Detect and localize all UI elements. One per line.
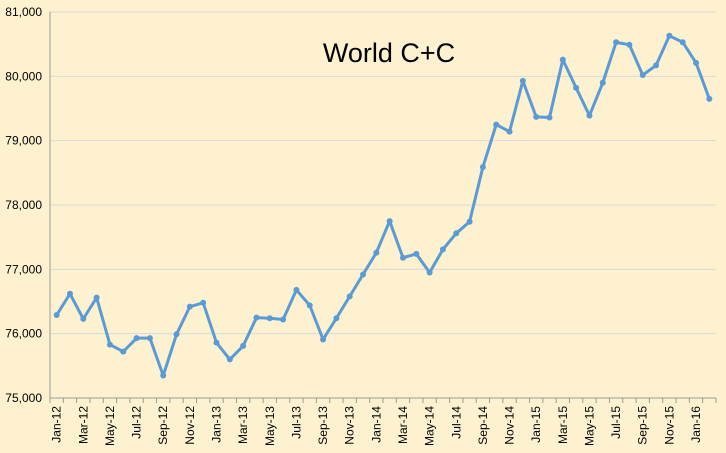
data-point [559,56,566,63]
data-point [226,356,233,363]
data-point [573,84,580,91]
x-tick-label: Nov-13 [343,406,357,445]
y-tick-label: 78,000 [5,198,42,212]
x-tick-label: May-13 [263,406,277,446]
data-point [80,315,87,322]
data-point [146,335,153,342]
data-point [599,79,606,86]
x-tick-label: May-12 [103,406,117,446]
x-axis-tick-labels: Jan-12 Mar-12 May-12 Jul-12 Sep-12 Nov-12 Jan-… [50,406,703,446]
data-point [493,121,500,128]
data-point [66,290,73,297]
x-tick-label: Sep-12 [156,406,170,445]
x-tick-label: Jan-16 [689,406,703,443]
x-tick-label: May-14 [423,406,437,446]
x-tick-label: Jul-15 [609,406,623,439]
data-point [399,254,406,261]
data-point [373,249,380,256]
x-tick-label: Jan-12 [50,406,64,443]
y-tick-label: 77,000 [5,262,42,276]
x-tick-label: Sep-13 [316,406,330,445]
x-tick-label: Sep-15 [636,406,650,445]
data-point [173,331,180,338]
data-point [506,128,513,135]
data-point [413,250,420,257]
data-point [453,230,460,237]
data-point [160,372,167,379]
data-point [240,342,247,349]
x-tick-label: Nov-14 [503,406,517,445]
x-tick-label: Mar-14 [396,406,410,444]
x-tick-label: Mar-13 [236,406,250,444]
data-point [639,72,646,79]
data-point [679,39,686,46]
data-point [426,269,433,276]
data-point [320,336,327,343]
data-point [53,312,60,319]
data-point [519,77,526,84]
data-point [479,164,486,171]
data-point [93,294,100,301]
data-point [666,32,673,39]
data-point [706,95,713,102]
x-tick-label: Sep-14 [476,406,490,445]
x-tick-label: Jan-15 [529,406,543,443]
data-point [106,341,113,348]
data-point [253,314,260,321]
data-point [333,315,340,322]
data-point [266,315,273,322]
data-point [586,112,593,119]
x-tick-label: Jan-13 [210,406,224,443]
series-world-cc [53,32,713,379]
x-tick-label: Jul-13 [289,406,303,439]
x-tick-label: Jul-12 [130,406,144,439]
chart-title: World C+C [323,38,455,68]
x-axis [49,12,717,403]
data-point [546,114,553,121]
data-point [306,302,313,309]
data-point [360,271,367,278]
data-point [386,218,393,225]
series-line [55,34,711,377]
x-tick-label: Mar-12 [76,406,90,444]
x-tick-label: Nov-12 [183,406,197,445]
data-point [653,62,660,69]
data-point [120,348,127,355]
data-point [533,113,540,120]
data-point [693,59,700,66]
x-tick-label: Jul-14 [449,406,463,439]
data-point [213,339,220,346]
y-tick-label: 76,000 [5,327,42,341]
data-point [280,316,287,323]
data-point [439,246,446,253]
data-point [346,293,353,300]
data-point [466,218,473,225]
data-point [133,335,140,342]
y-tick-label: 81,000 [5,5,42,19]
x-tick-label: Mar-15 [556,406,570,444]
x-tick-label: Nov-15 [662,406,676,445]
y-tick-label: 80,000 [5,69,42,83]
y-tick-label: 79,000 [5,134,42,148]
data-point [186,303,193,310]
x-tick-label: May-15 [582,406,596,446]
data-point [200,299,207,306]
data-point [293,286,300,293]
y-axis-tick-labels: 75,000 76,000 77,000 78,000 79,000 80,000 81,0… [5,5,42,405]
gridlines [50,11,716,335]
y-tick-label: 75,000 [5,391,42,405]
data-point [626,41,633,48]
x-tick-label: Jan-14 [369,406,383,443]
data-point [613,39,620,46]
